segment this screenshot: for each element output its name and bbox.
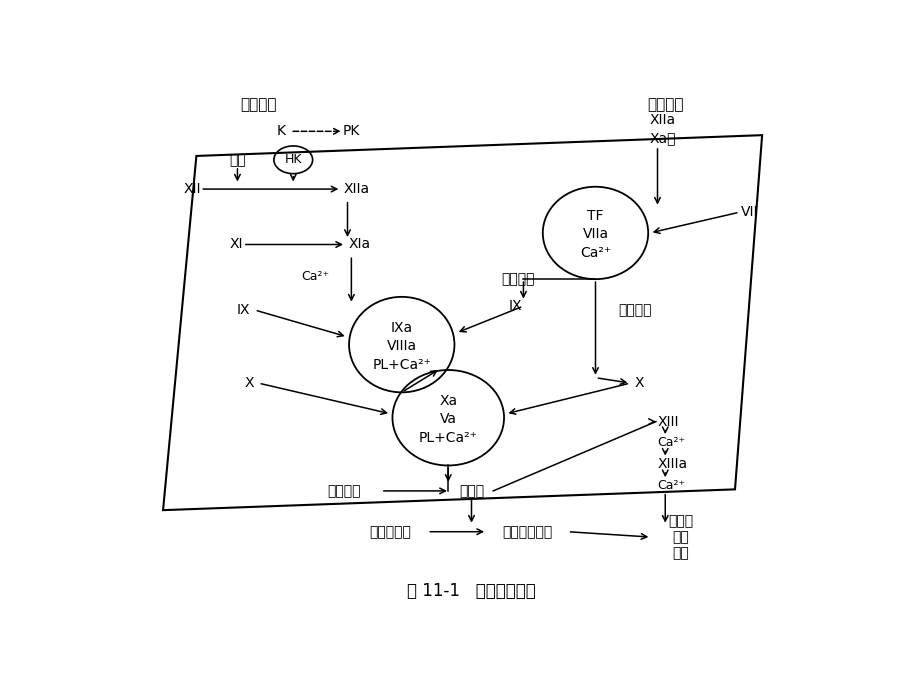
Text: XIIa: XIIa — [649, 112, 675, 127]
Text: IXa: IXa — [391, 321, 413, 335]
Text: IX: IX — [508, 299, 521, 313]
Text: IX: IX — [237, 303, 250, 317]
Text: 内凝系统: 内凝系统 — [240, 97, 277, 112]
Text: XIa: XIa — [348, 237, 370, 251]
Text: VIIa: VIIa — [582, 228, 607, 242]
Text: XI: XI — [230, 237, 243, 251]
Text: X: X — [633, 376, 643, 390]
Text: Ca²⁺: Ca²⁺ — [657, 436, 685, 449]
Text: 胶原: 胶原 — [229, 152, 245, 167]
Text: PK: PK — [342, 124, 359, 138]
Text: 选择通路: 选择通路 — [501, 272, 534, 286]
Text: X: X — [244, 376, 255, 390]
Text: PL+Ca²⁺: PL+Ca²⁺ — [372, 357, 431, 372]
Text: XIIIa: XIIIa — [657, 457, 686, 471]
Text: TF: TF — [586, 209, 603, 223]
Text: Xa: Xa — [438, 394, 457, 408]
Text: XII: XII — [183, 182, 200, 196]
Text: XIII: XIII — [657, 415, 678, 428]
Text: Ca²⁺: Ca²⁺ — [301, 270, 329, 284]
Text: 稳定的
纤维
蛋白: 稳定的 纤维 蛋白 — [667, 514, 693, 560]
Text: 纤维蛋白单体: 纤维蛋白单体 — [502, 524, 551, 539]
Text: XIIa: XIIa — [344, 182, 369, 196]
Text: 纤维蛋白原: 纤维蛋白原 — [369, 524, 411, 539]
Text: 凝血酶原: 凝血酶原 — [326, 484, 360, 498]
Text: 图 11-1   血液凝固机制: 图 11-1 血液凝固机制 — [407, 582, 535, 600]
Text: Ca²⁺: Ca²⁺ — [657, 479, 685, 492]
Text: PL+Ca²⁺: PL+Ca²⁺ — [418, 431, 477, 445]
Text: Ca²⁺: Ca²⁺ — [579, 246, 610, 260]
Text: Xa等: Xa等 — [649, 131, 675, 145]
Text: 外凝系统: 外凝系统 — [646, 97, 683, 112]
Text: K: K — [277, 124, 286, 138]
Text: HK: HK — [284, 153, 301, 166]
Text: Va: Va — [439, 413, 456, 426]
Text: 传统通路: 传统通路 — [618, 303, 652, 317]
Text: 凝血酶: 凝血酶 — [459, 484, 483, 498]
Text: VIIIa: VIIIa — [386, 339, 416, 353]
Text: VII: VII — [741, 205, 758, 219]
